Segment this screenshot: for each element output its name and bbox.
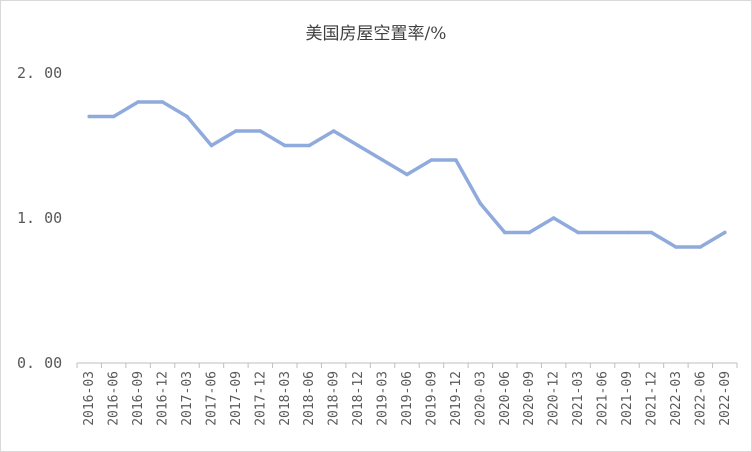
x-tick-label: 2016-09 [131, 371, 146, 426]
x-tick-label: 2018-06 [302, 371, 317, 426]
y-tick-label: 2. 00 [17, 64, 62, 82]
data-point [259, 129, 263, 133]
x-tick-label: 2021-06 [596, 371, 611, 426]
x-tick-label: 2022-03 [669, 371, 684, 426]
data-point [430, 158, 434, 162]
x-tick-label: 2018-09 [327, 371, 342, 426]
x-tick-label: 2021-03 [571, 371, 586, 426]
data-point [234, 129, 238, 133]
data-point [283, 144, 287, 148]
y-tick-label: 1. 00 [17, 209, 62, 227]
data-point [650, 231, 654, 235]
x-tick-label: 2017-03 [180, 371, 195, 426]
data-point [576, 231, 580, 235]
data-point [356, 144, 360, 148]
x-tick-label: 2016-12 [156, 371, 171, 426]
x-tick-label: 2019-06 [400, 371, 415, 426]
x-tick-label: 2017-09 [229, 371, 244, 426]
data-point [454, 158, 458, 162]
y-tick-label: 0. 00 [17, 354, 62, 372]
data-point [381, 158, 385, 162]
data-point [479, 202, 483, 206]
x-tick-label: 2019-09 [424, 371, 439, 426]
x-tick-label: 2020-06 [498, 371, 513, 426]
data-point [699, 245, 703, 249]
data-point [87, 115, 91, 119]
data-point [185, 115, 189, 119]
data-point [527, 231, 531, 235]
x-tick-label: 2020-12 [547, 371, 562, 426]
x-tick-label: 2019-12 [449, 371, 464, 426]
data-point [332, 129, 336, 133]
data-point [503, 231, 507, 235]
x-tick-label: 2017-12 [253, 371, 268, 426]
x-tick-label: 2018-12 [351, 371, 366, 426]
x-tick-label: 2016-06 [107, 371, 122, 426]
data-point [112, 115, 116, 119]
x-tick-label: 2021-12 [644, 371, 659, 426]
data-point [210, 144, 214, 148]
data-point [723, 231, 727, 235]
x-tick-label: 2022-09 [718, 371, 733, 426]
data-point [552, 216, 556, 220]
data-point [161, 100, 165, 104]
x-tick-label: 2017-06 [204, 371, 219, 426]
data-point [307, 144, 311, 148]
data-point [136, 100, 140, 104]
x-tick-label: 2020-09 [522, 371, 537, 426]
data-point [625, 231, 629, 235]
x-tick-label: 2018-03 [278, 371, 293, 426]
x-tick-label: 2021-09 [620, 371, 635, 426]
data-point [405, 173, 409, 177]
x-tick-label: 2020-03 [473, 371, 488, 426]
x-tick-label: 2019-03 [376, 371, 391, 426]
data-point [601, 231, 605, 235]
x-tick-label: 2022-06 [693, 371, 708, 426]
data-point [674, 245, 678, 249]
x-tick-label: 2016-03 [82, 371, 97, 426]
